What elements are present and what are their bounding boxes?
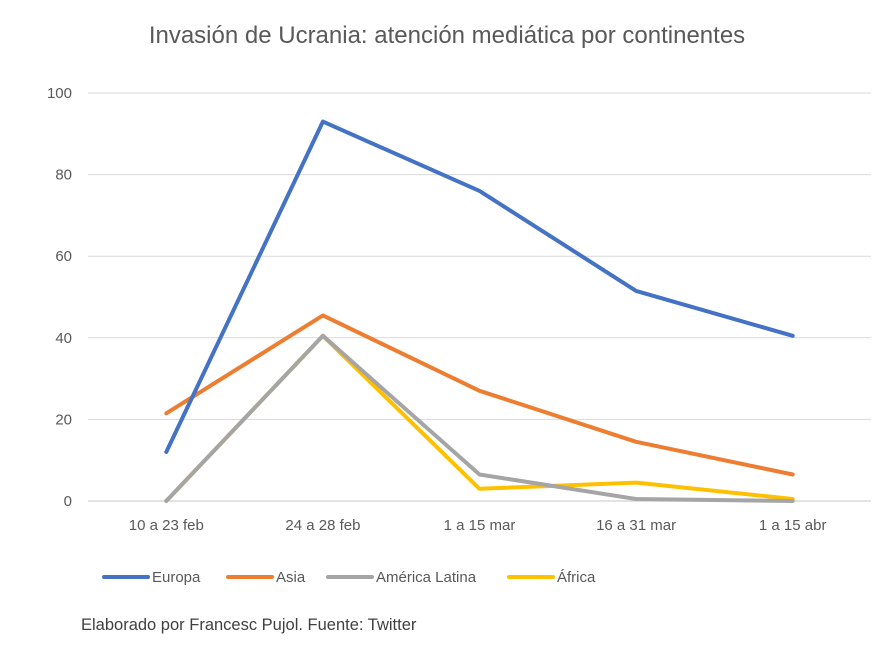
y-tick-label: 60 xyxy=(55,248,72,265)
x-tick-label: 1 a 15 mar xyxy=(444,517,516,534)
y-tick-label: 20 xyxy=(55,411,72,428)
series-line-europa xyxy=(164,119,795,454)
x-axis-ticks: 10 a 23 feb 24 a 28 feb 1 a 15 mar 16 a 31 … xyxy=(129,517,827,534)
source-note: Elaborado por Francesc Pujol. Fuente: Tw… xyxy=(81,616,417,634)
gridlines xyxy=(88,92,871,502)
legend-item: Europa xyxy=(102,569,201,586)
x-tick-label: 1 a 15 abr xyxy=(759,517,827,534)
y-tick-label: 100 xyxy=(47,85,72,102)
legend-item: África xyxy=(507,569,596,586)
y-tick-label: 0 xyxy=(64,493,72,510)
x-tick-label: 24 a 28 feb xyxy=(285,517,360,534)
y-tick-label: 80 xyxy=(55,167,72,184)
series-line-am-rica-latina xyxy=(164,333,795,503)
legend-label: Europa xyxy=(152,569,201,586)
legend-item: Asia xyxy=(226,569,306,586)
legend-label: Asia xyxy=(276,569,306,586)
series-line-asia xyxy=(164,313,795,477)
legend-label: África xyxy=(557,569,596,586)
chart-title: Invasión de Ucrania: atención mediática … xyxy=(149,22,745,49)
y-tick-label: 40 xyxy=(55,330,72,347)
x-tick-label: 16 a 31 mar xyxy=(596,517,676,534)
legend-item: América Latina xyxy=(326,569,477,586)
legend-label: América Latina xyxy=(376,569,477,586)
y-axis-ticks: 0 20 40 60 80 100 xyxy=(47,85,72,510)
x-tick-label: 10 a 23 feb xyxy=(129,517,204,534)
series-lines xyxy=(164,119,795,503)
legend: Europa Asia América Latina África xyxy=(102,569,596,586)
